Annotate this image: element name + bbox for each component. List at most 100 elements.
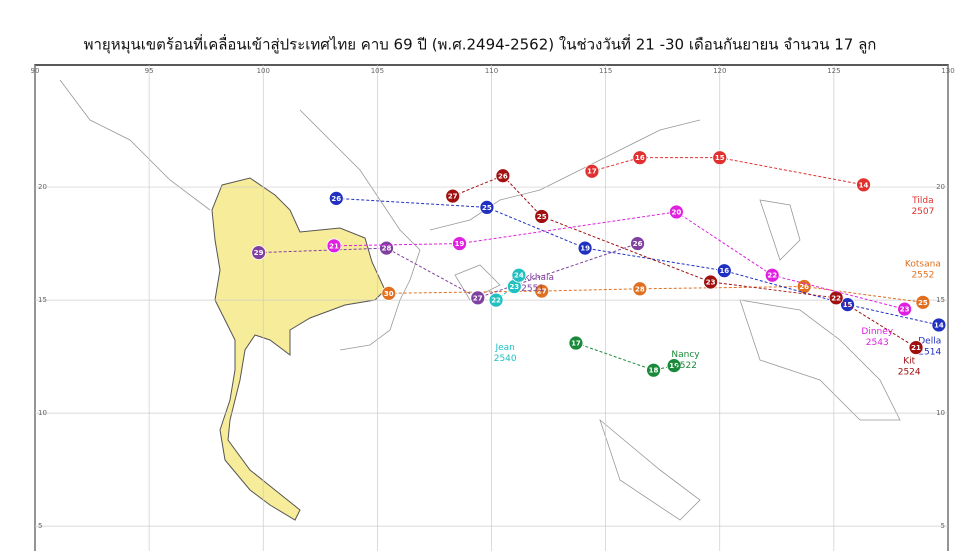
storm-day: 25 <box>482 204 492 212</box>
storm-day: 19 <box>455 240 465 248</box>
storm-year: 2507 <box>911 207 934 217</box>
storm-name: Della <box>918 336 941 346</box>
storm-position <box>764 267 780 283</box>
storm-position <box>445 188 461 204</box>
lon-tick-label: 125 <box>827 67 840 75</box>
storm-position <box>584 163 600 179</box>
lon-tick-label: 90 <box>31 67 40 75</box>
storm-name: Jean <box>494 343 514 353</box>
storm-day: 23 <box>900 306 910 314</box>
storm-day: 26 <box>799 283 809 291</box>
lat-tick-label: 15 <box>936 296 945 304</box>
storm-position <box>632 150 648 166</box>
storm-position <box>630 236 645 251</box>
storm-day: 18 <box>649 367 659 375</box>
lon-tick-label: 120 <box>713 67 726 75</box>
storm-position <box>646 362 661 378</box>
storm-position <box>703 274 719 290</box>
storm-position <box>328 190 344 206</box>
storm-year: 2522 <box>674 361 697 371</box>
storm-position <box>716 263 732 279</box>
map-title: พายุหมุนเขตร้อนที่เคลื่อนเข้าสู่ประเทศไท… <box>84 34 877 55</box>
storm-track <box>452 175 917 348</box>
storm-year: 2543 <box>866 338 889 348</box>
lon-tick-label: 110 <box>485 67 498 75</box>
storm-position <box>452 236 467 251</box>
storm-year: 2540 <box>494 354 517 364</box>
storm-day: 23 <box>706 279 716 287</box>
storm-position <box>712 150 728 166</box>
storm-year: 2514 <box>918 347 941 357</box>
lon-tick-label: 115 <box>599 67 612 75</box>
storm-position <box>479 200 495 215</box>
storm-day: 26 <box>498 172 508 180</box>
lat-tick-label: 20 <box>38 183 47 191</box>
storm-position <box>326 238 342 254</box>
storm-day: 25 <box>537 213 547 221</box>
storm-day: 25 <box>918 299 928 307</box>
storm-day: 21 <box>329 242 339 250</box>
storm-day: 26 <box>331 195 341 203</box>
lat-tick-label: 5 <box>38 522 42 530</box>
storm-position <box>856 177 871 193</box>
storm-day: 23 <box>509 283 519 291</box>
lat-tick-label: 20 <box>936 183 945 191</box>
lon-tick-label: 100 <box>257 67 270 75</box>
lon-tick-label: 95 <box>145 67 154 75</box>
storm-day: 22 <box>767 272 777 280</box>
storm-day: 17 <box>571 340 581 348</box>
island <box>454 199 901 521</box>
storm-position <box>511 267 527 283</box>
storm-day: 16 <box>635 154 645 162</box>
storm-position <box>666 358 682 374</box>
storm-position <box>488 292 504 308</box>
storm-name: Dinney <box>861 327 893 337</box>
storm-day: 17 <box>587 168 597 176</box>
storm-position <box>828 290 844 306</box>
storm-position <box>470 290 486 306</box>
storm-position <box>931 317 947 333</box>
storm-day: 28 <box>635 285 645 293</box>
storm-day: 27 <box>473 294 483 302</box>
storm-day: 19 <box>669 362 679 370</box>
storm-track <box>333 211 905 310</box>
storm-track <box>336 197 939 326</box>
storm-position <box>632 281 648 297</box>
storm-position <box>668 204 684 220</box>
thailand <box>211 177 386 521</box>
storm-day: 21 <box>911 344 921 352</box>
overlay: 90 95 100 105 110 115 120 125 130 5 5 10 10 15 15 20 20 1… <box>31 65 955 551</box>
lon-tick-label: 130 <box>941 67 954 75</box>
storm-year: 2551 <box>521 284 544 294</box>
storm-year: 2524 <box>898 368 921 378</box>
coast <box>59 79 701 351</box>
storm-name: Tilda <box>911 196 933 206</box>
storm-name: Kotsana <box>905 259 941 269</box>
storm-day: 14 <box>934 321 944 329</box>
storm-day: 28 <box>382 245 392 253</box>
storm-day: 16 <box>719 267 729 275</box>
storm-day: 20 <box>672 208 682 216</box>
storm-position <box>908 340 924 355</box>
storm-position <box>568 335 584 351</box>
storm-day: 30 <box>384 290 394 298</box>
storm-position <box>381 285 397 301</box>
storm-day: 24 <box>514 272 524 280</box>
storm-year: 2552 <box>911 270 934 280</box>
lon-tick-label: 105 <box>371 67 384 75</box>
storm-day: 14 <box>859 181 869 189</box>
storm-name: Mekkhala <box>511 273 554 283</box>
storm-position <box>897 301 913 317</box>
storm-position <box>577 240 593 256</box>
storm-day: 27 <box>537 288 547 296</box>
coastlines <box>59 79 901 521</box>
storm-position <box>251 245 267 261</box>
storm-position <box>534 209 550 224</box>
storm-position <box>534 283 550 299</box>
storm-track <box>591 157 864 186</box>
lat-tick-label: 10 <box>936 409 945 417</box>
storm-position <box>915 294 931 310</box>
storm-track <box>258 243 638 299</box>
